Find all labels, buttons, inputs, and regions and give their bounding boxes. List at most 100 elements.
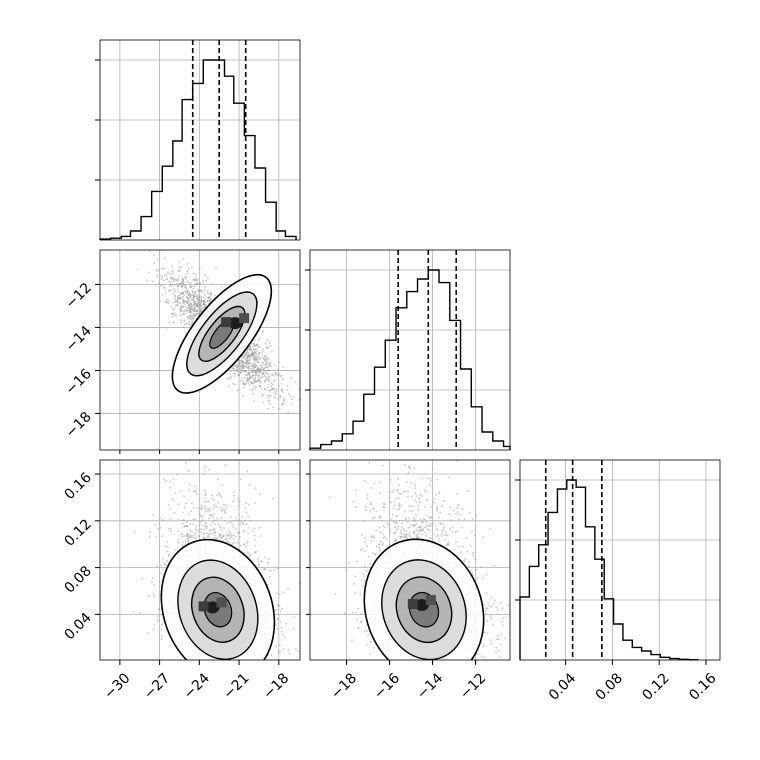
sample-point bbox=[244, 353, 247, 356]
sample-point bbox=[254, 345, 257, 348]
sample-point bbox=[204, 304, 207, 306]
sample-point bbox=[177, 518, 180, 521]
sample-point bbox=[195, 525, 198, 528]
sample-point bbox=[249, 375, 252, 378]
sample-point bbox=[247, 367, 250, 370]
sample-point bbox=[273, 391, 276, 394]
sample-point bbox=[264, 342, 267, 345]
sample-point bbox=[209, 299, 212, 302]
sample-point bbox=[209, 509, 212, 512]
sample-point bbox=[273, 380, 275, 383]
sample-point bbox=[176, 304, 179, 307]
sample-point bbox=[176, 288, 179, 291]
density-peak bbox=[228, 317, 243, 330]
sample-point bbox=[210, 282, 213, 285]
sample-point bbox=[226, 535, 229, 538]
sample-point bbox=[247, 382, 250, 385]
sample-point bbox=[187, 281, 190, 284]
sample-point bbox=[194, 293, 196, 295]
sample-point bbox=[184, 285, 186, 288]
sample-point bbox=[280, 607, 283, 610]
sample-point bbox=[186, 309, 189, 311]
sample-point bbox=[501, 620, 503, 623]
sample-point bbox=[182, 310, 184, 313]
sample-point bbox=[170, 306, 173, 308]
sample-point bbox=[243, 369, 246, 372]
sample-point bbox=[182, 312, 185, 315]
sample-point bbox=[249, 356, 251, 358]
sample-point bbox=[160, 526, 162, 529]
sample-point bbox=[207, 508, 209, 511]
sample-point bbox=[425, 534, 428, 537]
sample-point bbox=[254, 372, 257, 375]
sample-point bbox=[191, 298, 193, 301]
sample-point bbox=[201, 515, 204, 518]
sample-point bbox=[187, 541, 189, 544]
sample-point bbox=[172, 280, 175, 283]
sample-point bbox=[270, 388, 273, 391]
sample-point bbox=[242, 395, 244, 397]
sample-point bbox=[181, 291, 184, 294]
sample-point bbox=[184, 284, 187, 287]
sample-point bbox=[249, 554, 251, 557]
sample-point bbox=[449, 506, 452, 509]
sample-point bbox=[426, 532, 429, 535]
sample-point bbox=[443, 526, 445, 529]
sample-point bbox=[177, 301, 179, 304]
sample-point bbox=[244, 519, 246, 522]
sample-point bbox=[252, 371, 255, 374]
sample-point bbox=[200, 506, 203, 509]
sample-point bbox=[282, 402, 285, 405]
sample-point bbox=[177, 297, 180, 299]
sample-point bbox=[258, 526, 261, 529]
sample-point bbox=[240, 367, 242, 370]
sample-point bbox=[190, 323, 193, 325]
sample-point bbox=[240, 364, 243, 366]
sample-point bbox=[180, 282, 183, 285]
sample-point bbox=[148, 271, 150, 274]
sample-point bbox=[402, 490, 405, 493]
sample-point bbox=[179, 308, 182, 311]
sample-point bbox=[254, 357, 256, 360]
sample-point bbox=[205, 500, 208, 503]
sample-point bbox=[166, 550, 169, 553]
sample-point bbox=[363, 519, 366, 522]
sample-point bbox=[189, 529, 191, 531]
sample-point bbox=[248, 389, 251, 391]
sample-point bbox=[252, 342, 255, 345]
sample-point bbox=[239, 478, 242, 480]
sample-point bbox=[230, 535, 233, 537]
sample-point bbox=[206, 289, 209, 292]
sample-point bbox=[237, 361, 240, 364]
sample-point bbox=[226, 534, 228, 536]
sample-point bbox=[191, 531, 193, 533]
sample-point bbox=[277, 368, 279, 371]
sample-point bbox=[211, 494, 213, 497]
sample-point bbox=[263, 556, 266, 559]
sample-point bbox=[204, 285, 207, 288]
sample-point bbox=[257, 557, 259, 560]
sample-point bbox=[251, 350, 254, 353]
sample-point bbox=[240, 357, 243, 359]
sample-point bbox=[254, 366, 257, 369]
sample-point bbox=[271, 383, 274, 386]
sample-point bbox=[215, 506, 218, 508]
sample-point bbox=[482, 536, 485, 539]
sample-point bbox=[257, 339, 260, 342]
sample-point bbox=[221, 529, 224, 531]
sample-point bbox=[279, 650, 281, 652]
histogram-panel-1 bbox=[305, 249, 511, 451]
sample-point bbox=[202, 279, 205, 282]
sample-point bbox=[232, 537, 235, 540]
sample-point bbox=[188, 315, 191, 318]
sample-point bbox=[157, 282, 160, 285]
sample-point bbox=[234, 372, 237, 375]
sample-point bbox=[180, 319, 183, 321]
sample-point bbox=[217, 501, 220, 504]
sample-point bbox=[260, 376, 263, 378]
sample-point bbox=[197, 296, 200, 299]
sample-point bbox=[171, 270, 174, 273]
sample-point bbox=[240, 379, 243, 382]
sample-point bbox=[208, 468, 211, 471]
